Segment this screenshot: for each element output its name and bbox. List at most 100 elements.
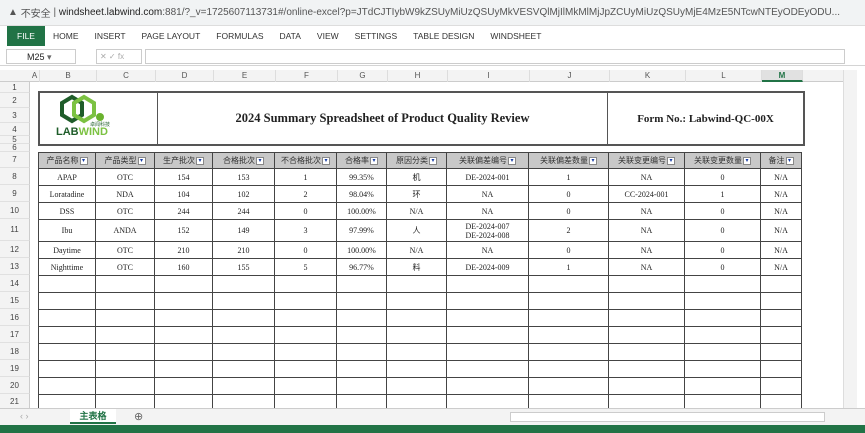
menu-formulas[interactable]: FORMULAS <box>216 31 264 41</box>
table-cell[interactable]: 2 <box>274 185 337 203</box>
table-cell[interactable]: 155 <box>212 258 275 276</box>
empty-cell[interactable] <box>95 377 155 395</box>
table-cell[interactable]: N/A <box>760 241 802 259</box>
column-header-H[interactable]: H <box>388 70 448 82</box>
row-header-5[interactable]: 5 <box>0 136 30 144</box>
empty-cell[interactable] <box>528 292 609 310</box>
table-cell[interactable]: N/A <box>760 219 802 242</box>
row-header-17[interactable]: 17 <box>0 326 30 343</box>
filter-dropdown-icon[interactable]: ▾ <box>667 157 675 166</box>
table-cell[interactable]: 149 <box>212 219 275 242</box>
table-cell[interactable]: OTC <box>95 202 155 220</box>
table-cell[interactable]: 102 <box>212 185 275 203</box>
table-cell[interactable]: 5 <box>274 258 337 276</box>
filter-dropdown-icon[interactable]: ▾ <box>322 157 330 166</box>
filter-dropdown-icon[interactable]: ▾ <box>508 157 516 166</box>
empty-cell[interactable] <box>274 343 337 361</box>
formula-input[interactable] <box>145 49 845 64</box>
empty-cell[interactable] <box>684 377 761 395</box>
empty-cell[interactable] <box>95 292 155 310</box>
row-header-2[interactable]: 2 <box>0 93 30 108</box>
empty-cell[interactable] <box>38 292 96 310</box>
empty-cell[interactable] <box>386 360 447 378</box>
table-cell[interactable]: 0 <box>684 241 761 259</box>
empty-cell[interactable] <box>446 343 529 361</box>
empty-cell[interactable] <box>38 326 96 344</box>
empty-cell[interactable] <box>684 360 761 378</box>
empty-cell[interactable] <box>760 275 802 293</box>
empty-cell[interactable] <box>212 377 275 395</box>
address-bar[interactable]: ▲ 不安全 | windsheet.labwind.com :881/?_v=1… <box>0 0 865 26</box>
empty-cell[interactable] <box>608 275 685 293</box>
empty-cell[interactable] <box>336 326 387 344</box>
empty-cell[interactable] <box>212 326 275 344</box>
row-header-14[interactable]: 14 <box>0 275 30 292</box>
empty-cell[interactable] <box>760 326 802 344</box>
table-cell[interactable]: ANDA <box>95 219 155 242</box>
table-cell[interactable]: NA <box>608 258 685 276</box>
table-cell[interactable]: 0 <box>528 202 609 220</box>
row-header-11[interactable]: 11 <box>0 219 30 241</box>
column-header-A[interactable]: A <box>30 70 40 82</box>
filter-dropdown-icon[interactable]: ▾ <box>785 157 794 166</box>
empty-cell[interactable] <box>274 292 337 310</box>
menu-file[interactable]: FILE <box>7 26 45 46</box>
row-header-6[interactable]: 6 <box>0 144 30 152</box>
table-cell[interactable]: 244 <box>212 202 275 220</box>
empty-cell[interactable] <box>386 343 447 361</box>
empty-cell[interactable] <box>336 377 387 395</box>
row-header-15[interactable]: 15 <box>0 292 30 309</box>
empty-cell[interactable] <box>154 343 213 361</box>
row-header-3[interactable]: 3 <box>0 108 30 123</box>
empty-cell[interactable] <box>154 292 213 310</box>
column-header-B[interactable]: B <box>40 70 97 82</box>
empty-cell[interactable] <box>446 377 529 395</box>
table-cell[interactable]: 环 <box>386 185 447 203</box>
table-cell[interactable]: 97.99% <box>336 219 387 242</box>
table-cell[interactable]: Nighttime <box>38 258 96 276</box>
table-cell[interactable]: 料 <box>386 258 447 276</box>
row-header-4[interactable]: 4 <box>0 123 30 136</box>
empty-cell[interactable] <box>38 309 96 327</box>
column-header-M[interactable]: M <box>762 70 803 82</box>
table-cell[interactable]: 244 <box>154 202 213 220</box>
table-cell[interactable]: 100.00% <box>336 241 387 259</box>
empty-cell[interactable] <box>212 275 275 293</box>
row-header-12[interactable]: 12 <box>0 241 30 258</box>
empty-cell[interactable] <box>528 360 609 378</box>
table-cell[interactable]: NA <box>608 168 685 186</box>
table-cell[interactable]: 0 <box>274 241 337 259</box>
menu-page-layout[interactable]: PAGE LAYOUT <box>141 31 201 41</box>
table-cell[interactable]: DE-2024-001 <box>446 168 529 186</box>
empty-cell[interactable] <box>274 275 337 293</box>
table-cell[interactable]: 人 <box>386 219 447 242</box>
empty-cell[interactable] <box>38 377 96 395</box>
empty-cell[interactable] <box>760 360 802 378</box>
empty-cell[interactable] <box>446 292 529 310</box>
empty-cell[interactable] <box>95 343 155 361</box>
row-header-19[interactable]: 19 <box>0 360 30 377</box>
filter-dropdown-icon[interactable]: ▾ <box>589 157 597 166</box>
table-cell[interactable]: DSS <box>38 202 96 220</box>
table-cell[interactable]: 100.00% <box>336 202 387 220</box>
menu-insert[interactable]: INSERT <box>94 31 126 41</box>
table-cell[interactable]: 0 <box>684 258 761 276</box>
table-cell[interactable]: NA <box>446 241 529 259</box>
empty-cell[interactable] <box>684 343 761 361</box>
filter-dropdown-icon[interactable]: ▾ <box>256 157 264 166</box>
empty-cell[interactable] <box>336 275 387 293</box>
table-cell[interactable]: N/A <box>760 258 802 276</box>
empty-cell[interactable] <box>760 377 802 395</box>
table-cell[interactable]: NA <box>446 202 529 220</box>
empty-cell[interactable] <box>386 275 447 293</box>
menu-windsheet[interactable]: WINDSHEET <box>490 31 542 41</box>
column-header-I[interactable]: I <box>448 70 530 82</box>
table-cell[interactable]: 98.04% <box>336 185 387 203</box>
empty-cell[interactable] <box>608 292 685 310</box>
empty-cell[interactable] <box>38 275 96 293</box>
table-cell[interactable]: 152 <box>154 219 213 242</box>
table-cell[interactable]: N/A <box>760 185 802 203</box>
table-cell[interactable]: DE-2024-009 <box>446 258 529 276</box>
table-cell[interactable]: 1 <box>528 258 609 276</box>
column-header-G[interactable]: G <box>338 70 388 82</box>
